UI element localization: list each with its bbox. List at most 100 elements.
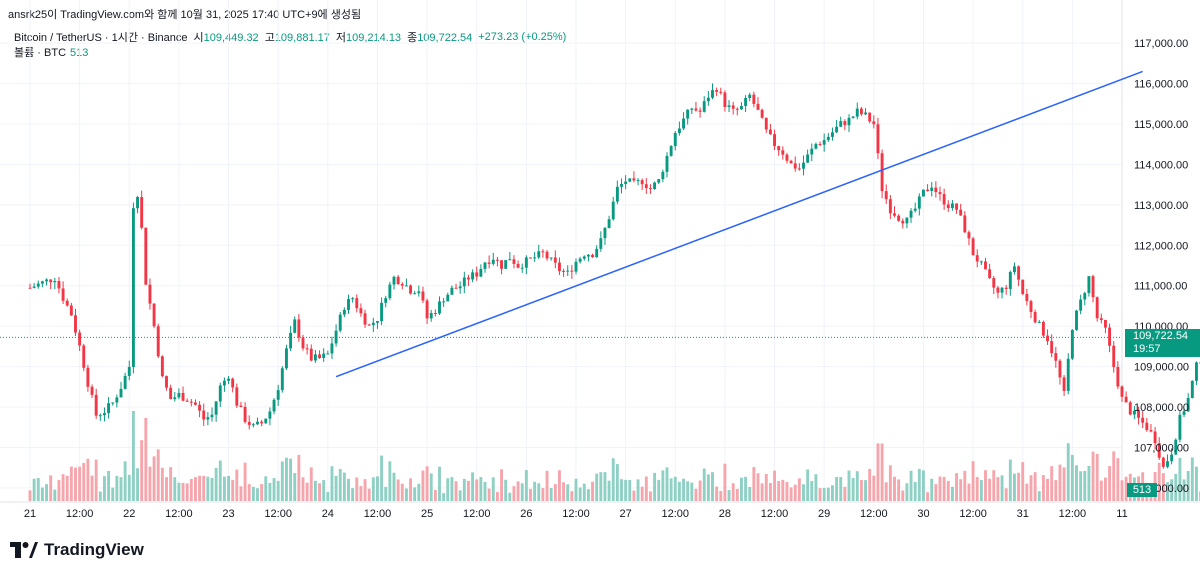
volume-bar bbox=[400, 483, 404, 501]
candle-body bbox=[996, 287, 1000, 293]
candle-body bbox=[1079, 299, 1083, 311]
candle-body bbox=[888, 199, 892, 214]
candle-body bbox=[404, 285, 408, 287]
volume-bar bbox=[177, 482, 181, 501]
volume-bar bbox=[859, 479, 863, 501]
candle-body bbox=[880, 153, 884, 192]
volume-bar bbox=[433, 490, 437, 501]
candle-body bbox=[611, 201, 615, 220]
candle-body bbox=[36, 283, 40, 287]
ohlc-open: 시109,449.32 bbox=[194, 29, 259, 45]
candle-body bbox=[69, 305, 73, 316]
volume-bar bbox=[578, 487, 582, 501]
volume-bar bbox=[1157, 462, 1161, 501]
candle-body bbox=[620, 183, 623, 187]
volume-bar bbox=[169, 467, 173, 501]
candle-body bbox=[127, 366, 131, 376]
candle-body bbox=[301, 337, 305, 349]
candle-body bbox=[1141, 417, 1145, 423]
candle-body bbox=[214, 401, 218, 415]
volume-bar bbox=[524, 470, 528, 501]
symbol-title[interactable]: Bitcoin / TetherUS · 1시간 · Binance bbox=[14, 32, 188, 44]
candle-body bbox=[694, 108, 698, 111]
candle-body bbox=[946, 204, 950, 209]
candle-body bbox=[673, 133, 677, 147]
candle-body bbox=[140, 196, 144, 228]
candle-body bbox=[905, 217, 909, 224]
volume-bar bbox=[694, 488, 698, 501]
volume-bar bbox=[454, 481, 458, 501]
candle-body bbox=[740, 106, 743, 110]
x-tick-label: 27 bbox=[620, 508, 632, 520]
candle-body bbox=[644, 184, 648, 189]
candle-body bbox=[806, 154, 810, 163]
candle-body bbox=[566, 270, 570, 272]
volume-bar bbox=[181, 482, 185, 501]
x-tick-label: 25 bbox=[421, 508, 433, 520]
volume-bar bbox=[971, 461, 975, 501]
volume-bar bbox=[206, 476, 210, 501]
candle-body bbox=[570, 270, 574, 272]
candle-body bbox=[785, 154, 789, 161]
candle-body bbox=[1066, 358, 1070, 391]
x-tick-label: 12:00 bbox=[860, 508, 888, 520]
candle-body bbox=[276, 390, 280, 400]
tradingview-brand[interactable]: TradingView bbox=[10, 540, 144, 560]
overlay bbox=[0, 70, 1143, 378]
volume-bar bbox=[359, 486, 363, 501]
volume-bar bbox=[731, 483, 735, 501]
volume-bar bbox=[1182, 479, 1186, 501]
volume-bar bbox=[107, 470, 111, 501]
candle-body bbox=[955, 203, 958, 210]
ohlc-high: 고109,881.17 bbox=[265, 29, 330, 45]
volume-bar bbox=[140, 440, 144, 501]
volume-bar bbox=[950, 486, 954, 501]
volume-bar bbox=[992, 470, 996, 501]
volume-bar bbox=[301, 477, 305, 501]
last-price-badge: 109,722.54 19:57 bbox=[1125, 329, 1200, 358]
volume-bar bbox=[516, 481, 520, 501]
volume-bar bbox=[996, 477, 1000, 501]
x-tick-label: 12:00 bbox=[66, 508, 94, 520]
candle-body bbox=[206, 417, 210, 420]
volume-bar bbox=[553, 484, 557, 501]
candle-body bbox=[988, 269, 992, 279]
volume-bar bbox=[479, 477, 483, 501]
candle-body bbox=[1120, 386, 1124, 397]
volume-bar bbox=[227, 475, 230, 501]
candle-body bbox=[438, 301, 441, 314]
candle-body bbox=[1041, 321, 1045, 336]
volume-bar bbox=[570, 491, 574, 501]
y-tick-label: 117,000.00 bbox=[1134, 38, 1188, 50]
volume-bar bbox=[930, 478, 934, 501]
volume-bar bbox=[409, 478, 412, 501]
candle-body bbox=[855, 108, 859, 117]
volume-bar bbox=[156, 449, 160, 501]
candle-body bbox=[392, 276, 396, 285]
volume-bar bbox=[740, 477, 743, 501]
volume-bar bbox=[657, 479, 661, 501]
volume-bar bbox=[1029, 475, 1033, 501]
x-tick-label: 12:00 bbox=[364, 508, 392, 520]
volume-bar bbox=[884, 482, 888, 501]
candle-body bbox=[1033, 312, 1037, 323]
volume-bar bbox=[673, 476, 677, 501]
volume-bar bbox=[309, 467, 313, 501]
volume-bar bbox=[922, 470, 925, 501]
volume-bar bbox=[831, 485, 834, 501]
volume-bar bbox=[504, 479, 508, 501]
volume-bar bbox=[185, 483, 189, 501]
volume-bar bbox=[214, 467, 218, 501]
candle-body bbox=[1108, 327, 1112, 346]
volume-bar bbox=[103, 476, 106, 501]
candle-body bbox=[682, 118, 685, 129]
candle-body bbox=[839, 121, 843, 127]
candle-body bbox=[458, 286, 462, 289]
candle-body bbox=[189, 401, 193, 403]
volume-bar bbox=[1013, 473, 1016, 501]
volume-bar bbox=[1124, 476, 1128, 501]
candle-body bbox=[433, 313, 437, 315]
x-tick-label: 21 bbox=[24, 508, 36, 520]
volume-bar bbox=[1178, 457, 1182, 501]
